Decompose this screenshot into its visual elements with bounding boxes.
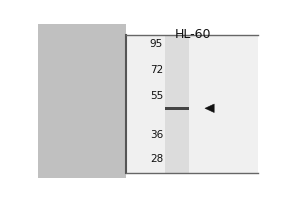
Bar: [126, 35, 258, 173]
Text: 36: 36: [150, 130, 163, 140]
Text: 72: 72: [150, 65, 163, 75]
Bar: [38, 24, 126, 178]
Polygon shape: [205, 104, 214, 113]
Text: HL-60: HL-60: [175, 28, 211, 41]
Text: 28: 28: [150, 154, 163, 164]
Text: 95: 95: [150, 39, 163, 49]
Text: 55: 55: [150, 91, 163, 101]
Bar: [165, 35, 189, 173]
Bar: [165, 107, 189, 110]
